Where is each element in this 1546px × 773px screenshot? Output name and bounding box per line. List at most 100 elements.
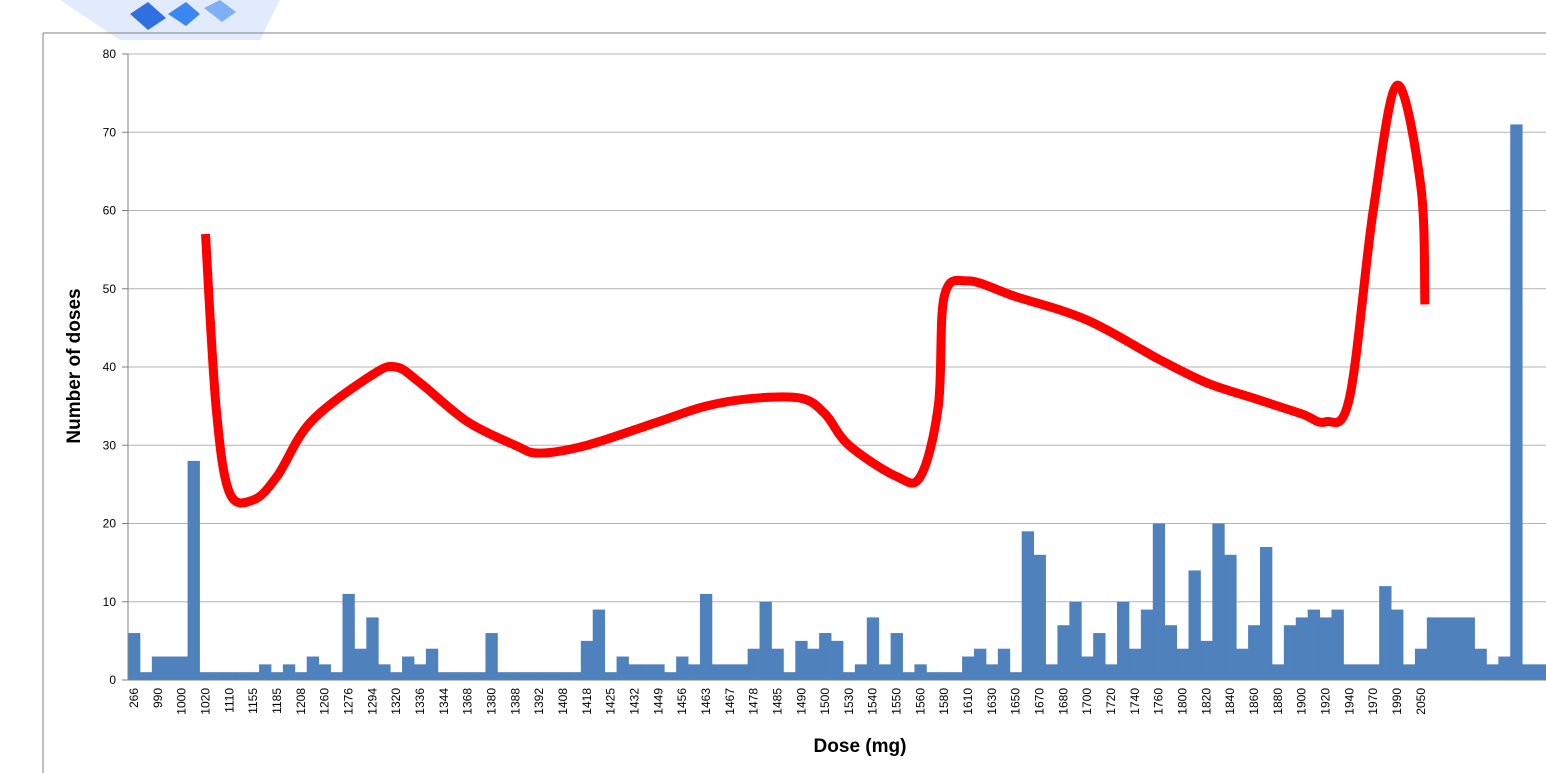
x-tick-label-39: 1680 [1056,688,1070,715]
watermark-logo [60,0,280,40]
x-tick-label-14: 1368 [461,688,475,715]
x-tick-label-31: 1540 [866,688,880,715]
bar-106 [1391,609,1404,680]
bar-112 [1462,617,1475,680]
bar-5 [187,460,200,680]
bar-16 [318,664,331,680]
bar-9 [235,672,248,680]
bar-6 [199,672,212,680]
x-tick-label-52: 1970 [1366,688,1380,715]
bar-105 [1379,586,1392,680]
x-tick-label-15: 1380 [484,688,498,715]
bar-68 [938,672,951,680]
x-tick-label-28: 1490 [794,688,808,715]
x-tick-label-46: 1840 [1223,688,1237,715]
bar-57 [807,648,820,680]
x-axis-title: Dose (mg) [814,736,907,757]
x-tick-label-36: 1630 [985,688,999,715]
x-tick-label-10: 1294 [365,688,379,715]
bar-52 [747,648,760,680]
x-tick-label-2: 1000 [175,688,189,715]
bar-49 [711,664,725,680]
bar-26 [437,672,451,680]
bar-47 [688,664,701,680]
bar-24 [413,664,427,680]
bar-36 [556,672,570,680]
bar-4 [175,656,188,680]
bar-40 [604,672,617,680]
bar-69 [950,672,963,680]
chart-frame [42,32,1546,773]
bar-32 [509,672,522,680]
bar-88 [1176,648,1189,680]
x-tick-label-1: 990 [151,688,165,708]
x-tick-label-24: 1463 [699,688,713,715]
bar-21 [378,664,391,680]
bar-102 [1343,664,1356,680]
x-tick-label-19: 1418 [580,688,594,715]
bar-63 [878,664,892,680]
x-tick-label-40: 1700 [1080,688,1094,715]
bar-43 [640,664,653,680]
x-tick-label-25: 1467 [723,688,737,715]
bar-113 [1474,648,1487,680]
bar-27 [449,672,463,680]
y-axis-ticks: 0 10 20 30 40 50 60 70 80 [103,47,128,687]
bar-73 [997,648,1011,680]
y-tick-label-7: 70 [103,125,117,139]
x-tick-label-42: 1740 [1128,688,1142,715]
bar-86 [1152,523,1166,680]
x-tick-label-12: 1336 [413,688,427,715]
bar-12 [270,672,284,680]
x-tick-label-34: 1580 [937,688,951,715]
x-tick-label-38: 1670 [1033,688,1047,715]
x-tick-label-43: 1760 [1152,688,1166,715]
bar-77 [1045,664,1058,680]
x-tick-label-35: 1610 [961,688,975,715]
x-tick-label-5: 1155 [246,688,260,714]
bar-14 [294,672,308,680]
bar-90 [1200,640,1213,680]
bar-97 [1283,625,1297,680]
y-tick-label-3: 30 [103,438,117,452]
x-tick-label-9: 1276 [341,688,355,715]
bar-44 [652,664,665,680]
bar-20 [366,617,379,680]
bar-92 [1224,554,1237,680]
x-tick-label-6: 1185 [270,688,284,714]
bar-95 [1260,546,1273,680]
bar-7 [211,672,224,680]
x-tick-label-18: 1408 [556,688,570,715]
x-tick-label-29: 1500 [818,688,832,715]
bar-35 [545,672,558,680]
y-tick-label-6: 60 [103,204,117,218]
bar-99 [1307,609,1320,680]
bar-51 [735,664,749,680]
bar-79 [1069,601,1082,680]
x-tick-label-27: 1485 [770,688,784,715]
bar-117 [1522,664,1535,680]
bar-75 [1021,531,1035,680]
bar-71 [974,648,987,680]
bar-107 [1403,664,1416,680]
bar-82 [1105,664,1118,680]
bar-2 [151,656,165,680]
x-tick-label-0: 266 [127,688,141,708]
y-tick-label-8: 80 [103,47,117,61]
bar-70 [962,656,975,680]
bar-96 [1271,664,1285,680]
x-tick-label-41: 1720 [1104,688,1118,715]
bar-101 [1331,609,1344,680]
x-tick-label-22: 1449 [651,688,665,715]
x-tick-label-17: 1392 [532,688,546,715]
bar-109 [1426,617,1440,680]
x-tick-label-48: 1880 [1271,688,1285,715]
bar-30 [485,633,498,680]
bar-46 [676,656,689,680]
bar-81 [1093,633,1106,680]
bar-65 [902,672,915,680]
bar-100 [1319,617,1332,680]
y-tick-label-5: 50 [103,282,117,296]
bar-59 [831,640,844,680]
